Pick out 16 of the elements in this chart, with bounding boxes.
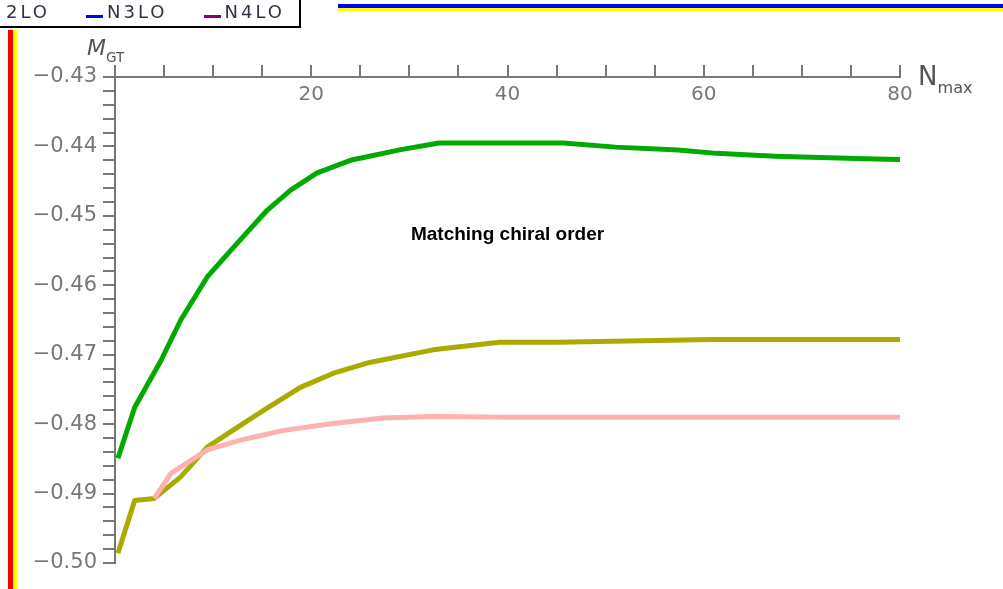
y-tick-label: −0.50: [32, 549, 97, 574]
y-tick-label: −0.45: [32, 202, 97, 227]
y-tick-label: −0.48: [32, 410, 97, 435]
y-tick-label: −0.49: [32, 480, 97, 505]
x-tick-label: 20: [298, 81, 324, 106]
text: N4LO: [223, 0, 285, 22]
x-tick-label: 40: [494, 81, 521, 106]
text: 2LO: [6, 0, 51, 22]
x-tick-label: 60: [691, 81, 717, 106]
y-tick-label: −0.43: [32, 63, 97, 88]
annotation: Matching chiral order: [410, 222, 605, 244]
x-tick-label: 80: [887, 81, 913, 106]
text: N3LO: [106, 0, 168, 22]
y-tick-label: −0.47: [32, 341, 97, 366]
y-tick-label: −0.46: [32, 271, 97, 296]
y-tick-label: −0.44: [32, 132, 97, 157]
